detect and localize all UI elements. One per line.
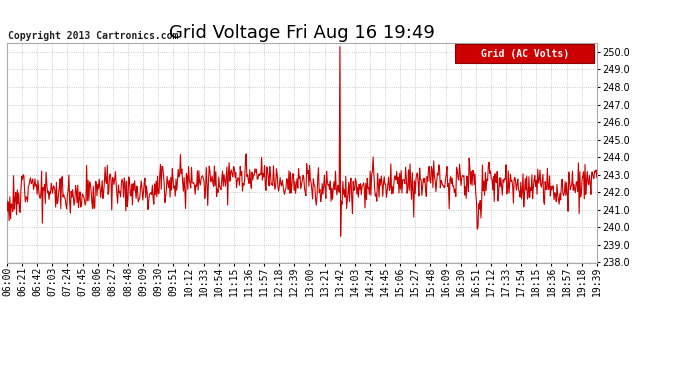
- Title: Grid Voltage Fri Aug 16 19:49: Grid Voltage Fri Aug 16 19:49: [169, 24, 435, 42]
- Text: Grid (AC Volts): Grid (AC Volts): [480, 48, 569, 58]
- Text: Copyright 2013 Cartronics.com: Copyright 2013 Cartronics.com: [8, 31, 179, 41]
- FancyBboxPatch shape: [455, 44, 594, 63]
